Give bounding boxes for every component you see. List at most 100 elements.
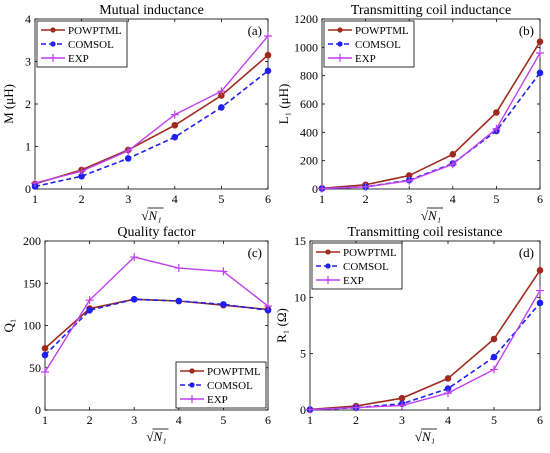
x-tick-label: 6 bbox=[265, 192, 271, 206]
y-tick-label: 150 bbox=[23, 276, 41, 290]
legend-label: EXP bbox=[355, 53, 376, 65]
legend-label: POWPTML bbox=[355, 25, 409, 37]
x-tick-label: 3 bbox=[406, 192, 412, 206]
panel-d: Transmitting coil resistance (d) 1 2 3 4 5 6 0 5 1… bbox=[274, 225, 544, 444]
point-comsol bbox=[124, 155, 132, 162]
x-axis-label: √N₁ bbox=[141, 208, 161, 223]
legend-label: COMSOL bbox=[68, 39, 114, 51]
x-tick-label: 1 bbox=[42, 413, 48, 427]
legend-label: COMSOL bbox=[207, 380, 253, 392]
point-comsol bbox=[218, 104, 225, 111]
legend-label: EXP bbox=[68, 53, 89, 65]
legend-label: POWPTML bbox=[68, 25, 122, 37]
x-tick-label: 2 bbox=[353, 413, 359, 427]
point-comsol bbox=[41, 351, 49, 359]
x-tick-label: 3 bbox=[131, 413, 137, 427]
point-exp bbox=[31, 179, 39, 188]
y-tick-label: 4 bbox=[25, 12, 31, 26]
y-axis-label: Q₁ bbox=[1, 319, 16, 333]
legend-marker bbox=[50, 27, 56, 33]
point-powptml bbox=[493, 109, 500, 116]
point-comsol bbox=[536, 69, 544, 77]
point-powptml bbox=[398, 394, 406, 402]
legend-marker bbox=[337, 41, 343, 47]
x-tick-label: 5 bbox=[220, 413, 226, 427]
y-axis-label: R₁ (Ω) bbox=[274, 308, 289, 343]
legend: POWPTML COMSOL EXP bbox=[175, 361, 267, 409]
y-tick-label: 100 bbox=[23, 319, 41, 333]
point-comsol bbox=[130, 296, 138, 303]
x-tick-label: 1 bbox=[307, 413, 313, 427]
y-tick-label: 15 bbox=[294, 234, 306, 248]
legend: POWPTML COMSOL EXP bbox=[323, 20, 415, 68]
series-line-powptml bbox=[321, 41, 541, 190]
point-powptml bbox=[536, 38, 544, 45]
panel-label: (d) bbox=[519, 245, 534, 260]
y-axis-label: L₁ (μH) bbox=[276, 84, 291, 125]
y-tick-label: 400 bbox=[300, 125, 318, 139]
y-tick-label: 10 bbox=[294, 290, 306, 304]
legend-label: EXP bbox=[207, 394, 228, 406]
y-tick-label: 800 bbox=[300, 69, 318, 83]
panel-c: Quality factor (c) 1 2 3 4 5 6 0 50 100 150 200 √N₁ Q₁… bbox=[1, 225, 272, 444]
series-line-exp bbox=[34, 35, 269, 184]
legend-marker bbox=[337, 27, 343, 33]
point-powptml bbox=[41, 345, 49, 352]
legend-marker bbox=[336, 54, 344, 62]
legend-label: POWPTML bbox=[343, 247, 397, 259]
y-tick-label: 600 bbox=[300, 97, 318, 111]
x-tick-label: 5 bbox=[491, 413, 497, 427]
x-tick-label: 4 bbox=[176, 413, 182, 427]
legend-label: COMSOL bbox=[343, 261, 389, 273]
legend-label: EXP bbox=[343, 275, 364, 287]
x-tick-label: 2 bbox=[87, 413, 93, 427]
y-tick-label: 50 bbox=[29, 361, 41, 375]
series-line-powptml bbox=[309, 269, 541, 411]
point-exp bbox=[41, 367, 49, 376]
x-tick-label: 6 bbox=[537, 413, 543, 427]
legend-marker bbox=[325, 263, 331, 269]
point-powptml bbox=[449, 150, 457, 158]
point-exp bbox=[492, 124, 501, 133]
panel-label: (c) bbox=[248, 245, 262, 260]
point-exp bbox=[448, 160, 457, 169]
point-comsol bbox=[171, 133, 179, 141]
series-line-exp bbox=[321, 52, 541, 190]
point-exp bbox=[306, 405, 314, 414]
series-line-exp bbox=[44, 256, 269, 373]
point-exp bbox=[490, 365, 498, 374]
y-tick-label: 0 bbox=[25, 182, 31, 196]
series-line-comsol bbox=[34, 70, 269, 188]
y-tick-label: 200 bbox=[300, 154, 318, 168]
chart-title: Transmitting coil inductance bbox=[351, 3, 511, 18]
series-line-powptml bbox=[34, 54, 269, 185]
point-comsol bbox=[490, 353, 498, 361]
point-exp bbox=[536, 49, 544, 57]
chart-title: Mutual inductance bbox=[99, 3, 204, 18]
point-exp bbox=[124, 146, 133, 155]
point-exp bbox=[174, 264, 183, 273]
x-tick-label: 5 bbox=[493, 192, 499, 206]
point-exp bbox=[264, 32, 272, 40]
point-exp bbox=[85, 296, 94, 305]
point-exp bbox=[217, 87, 226, 96]
x-tick-label: 2 bbox=[79, 192, 85, 206]
point-powptml bbox=[171, 121, 179, 129]
y-axis-label: M (μH) bbox=[1, 84, 16, 124]
legend-label: COMSOL bbox=[355, 39, 401, 51]
x-tick-label: 6 bbox=[265, 413, 271, 427]
point-comsol bbox=[175, 297, 183, 305]
point-exp bbox=[398, 401, 406, 410]
x-tick-label: 5 bbox=[218, 192, 224, 206]
legend-marker bbox=[189, 382, 195, 388]
legend: POWPTML COMSOL EXP bbox=[36, 20, 128, 68]
y-tick-label: 1200 bbox=[294, 12, 318, 26]
legend-marker bbox=[189, 368, 195, 374]
point-powptml bbox=[536, 266, 544, 274]
y-tick-label: 0 bbox=[35, 403, 41, 417]
point-exp bbox=[405, 176, 414, 185]
y-tick-label: 200 bbox=[23, 234, 41, 248]
point-comsol bbox=[220, 301, 227, 308]
